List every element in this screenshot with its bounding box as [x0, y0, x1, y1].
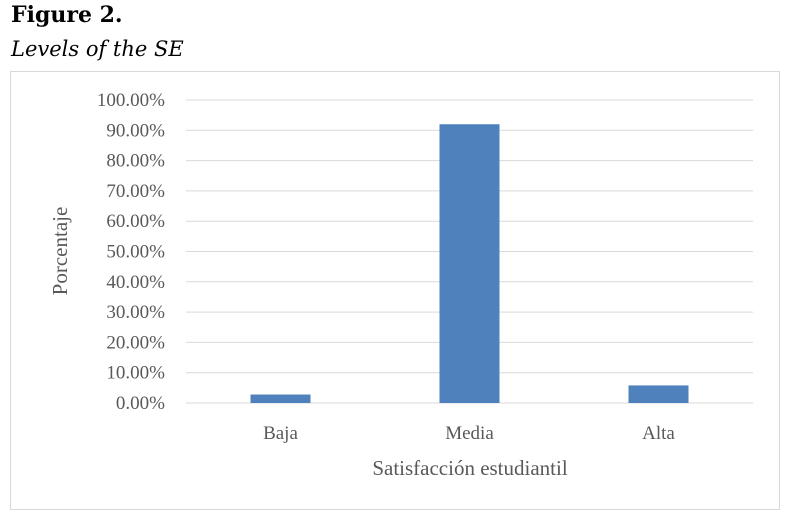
y-tick-label: 20.00%	[106, 332, 165, 353]
bars	[250, 124, 689, 404]
bar-media	[439, 124, 500, 404]
y-tick-label: 10.00%	[106, 363, 165, 384]
x-tick-label-media: Media	[445, 423, 494, 444]
y-tick-label: 60.00%	[106, 211, 165, 232]
y-axis-title: Porcentaje	[48, 207, 72, 296]
figure-label: Figure 2.	[11, 2, 123, 28]
y-tick-label: 30.00%	[106, 302, 165, 323]
y-tick-label: 50.00%	[106, 242, 165, 263]
y-tick-label: 100.00%	[97, 90, 165, 111]
y-tick-labels: 0.00% 10.00% 20.00% 30.00% 40.00% 50.00% 60.00…	[97, 90, 165, 414]
x-axis-title: Satisfacción estudiantil	[372, 456, 568, 480]
x-tick-label-alta: Alta	[642, 423, 675, 444]
x-tick-labels: Baja Media Alta	[263, 423, 675, 444]
bar-alta	[628, 385, 689, 403]
y-tick-label: 0.00%	[116, 393, 165, 414]
chart-frame	[10, 71, 780, 510]
bar-baja	[250, 394, 311, 403]
y-tick-label: 40.00%	[106, 272, 165, 293]
x-tick-label-baja: Baja	[263, 423, 298, 444]
figure-caption: Levels of the SE	[11, 37, 184, 61]
y-tick-label: 80.00%	[106, 151, 165, 172]
y-tick-label: 90.00%	[106, 120, 165, 141]
y-tick-label: 70.00%	[106, 181, 165, 202]
